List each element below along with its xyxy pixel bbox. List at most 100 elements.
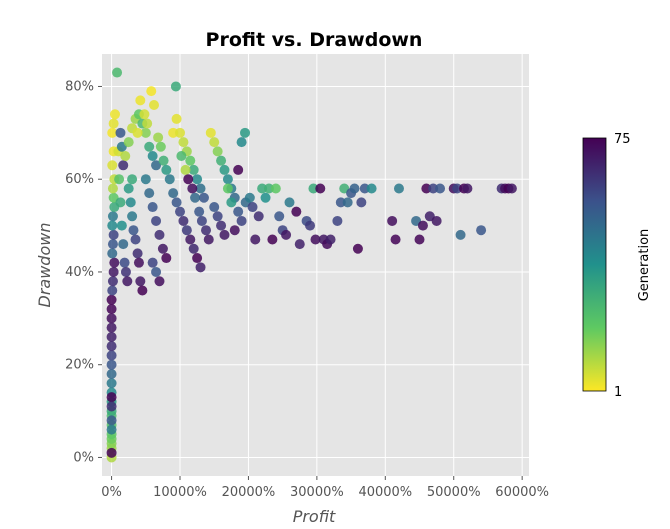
data-point [435,183,446,194]
data-point [168,188,179,199]
data-point [154,229,165,240]
data-point [154,276,165,287]
data-point [281,229,292,240]
y-tick-label: 60% [65,172,94,187]
data-point [356,197,367,208]
data-point [185,234,196,245]
data-point [107,160,118,171]
y-axis-label: Drawdown [35,223,54,308]
data-point [161,253,172,264]
x-axis-ticks: 0% 10000% 20000% 30000% 40000% 50000% 60000% [101,476,549,500]
data-point [305,220,316,231]
data-point [219,164,230,175]
data-point [110,109,121,120]
data-point [192,174,203,185]
data-point [247,202,258,213]
data-point [147,257,158,268]
data-point [431,215,442,226]
data-point [120,151,131,162]
y-tick-label: 40% [65,265,94,280]
data-point [310,234,321,245]
data-point [120,266,131,277]
data-point [198,192,209,203]
data-point [185,155,196,166]
data-point [335,197,346,208]
data-point [108,229,119,240]
data-point [175,127,186,138]
data-point [236,137,247,148]
data-point [123,137,134,148]
data-point [107,276,118,287]
data-point [106,424,117,435]
data-point [106,378,117,389]
data-point [452,183,463,194]
data-point [201,225,212,236]
data-point [146,86,157,97]
data-point [106,392,117,403]
data-point [108,266,119,277]
data-point [244,192,255,203]
data-point [107,285,118,296]
data-point [267,234,278,245]
data-point [253,211,264,222]
colorbar-min-label: 1 [614,385,622,400]
y-tick-label: 80% [65,79,94,94]
data-point [325,234,336,245]
data-point [106,368,117,379]
colorbar-title: Generation [637,229,652,302]
data-point [308,183,319,194]
data-point [157,243,168,254]
data-point [116,220,127,231]
data-point [139,109,150,120]
data-point [119,257,130,268]
y-axis-ticks: 0% 20% 40% 60% 80% [65,79,102,465]
data-point [107,220,118,231]
data-point [195,262,206,273]
data-point [151,215,162,226]
data-point [140,174,151,185]
data-point [125,197,136,208]
data-point [233,206,244,217]
data-point [135,95,146,106]
data-point [315,183,326,194]
data-point [506,183,517,194]
data-point [144,141,155,152]
data-point [107,183,118,194]
data-point [115,197,126,208]
data-point [132,248,143,259]
data-point [428,183,439,194]
data-point [462,183,473,194]
data-point [151,266,162,277]
data-point [135,276,146,287]
data-point [107,127,118,138]
x-tick-label: 40000% [358,485,412,500]
colorbar-max-label: 75 [614,132,631,147]
data-point [476,225,487,236]
data-point [106,304,117,315]
data-point [257,183,268,194]
data-point [128,225,139,236]
data-point [155,141,166,152]
data-point [151,160,162,171]
data-point [417,220,428,231]
data-point [153,132,164,143]
x-tick-label: 20000% [222,485,276,500]
data-point [216,220,227,231]
data-point [260,192,271,203]
data-point [164,174,175,185]
y-tick-label: 0% [73,450,94,465]
data-point [106,294,117,305]
data-point [106,341,117,352]
data-point [270,183,281,194]
data-point [175,206,186,217]
data-point [342,197,353,208]
data-point [414,234,425,245]
data-point [132,127,143,138]
data-point [284,197,295,208]
x-tick-label: 30000% [290,485,344,500]
data-point [147,151,158,162]
data-point [106,415,117,426]
data-point [196,215,207,226]
data-point [209,137,220,148]
y-tick-label: 20% [65,358,94,373]
